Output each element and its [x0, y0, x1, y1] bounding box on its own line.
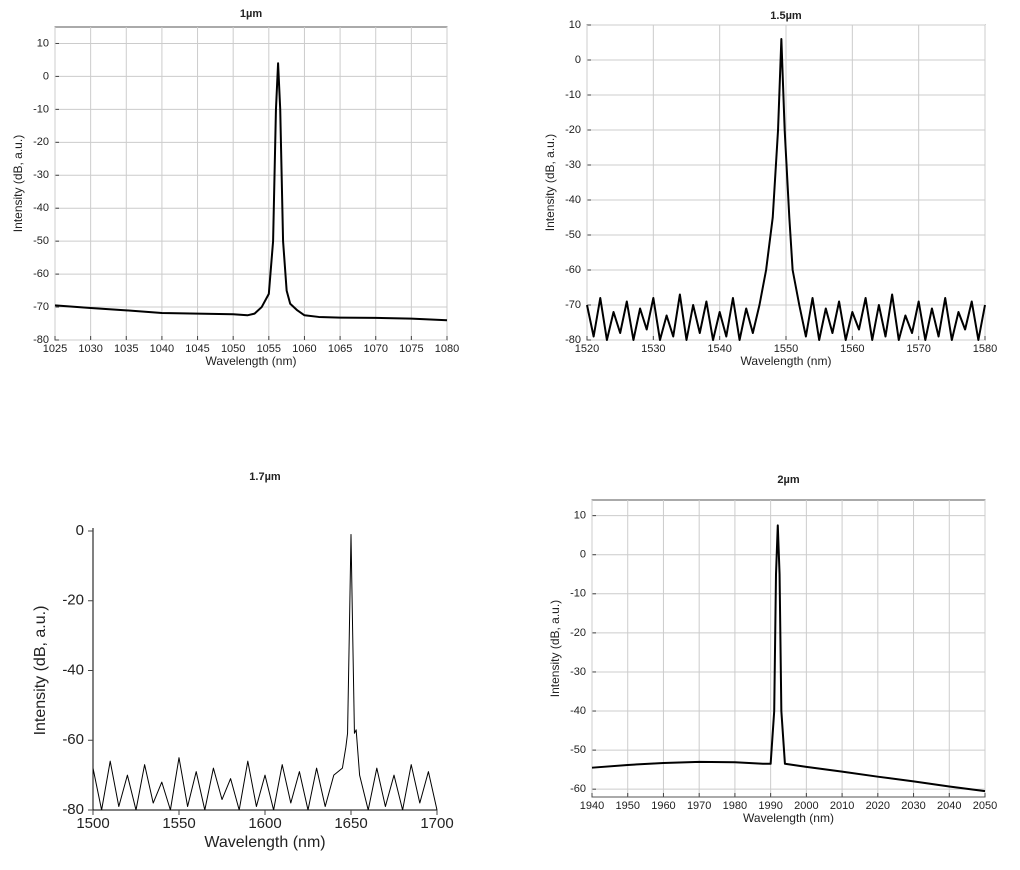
- spectrum-line: [92, 533, 438, 811]
- y-tick-label: -10: [565, 89, 581, 101]
- x-tick-label: 1580: [973, 343, 997, 355]
- x-tick-label: 1550: [162, 815, 195, 832]
- y-tick-label: -20: [565, 124, 581, 136]
- x-axis-label: Wavelength (nm): [204, 834, 325, 851]
- y-tick-label: -50: [565, 229, 581, 241]
- plot-frame: [591, 499, 986, 798]
- x-tick-label: 1530: [641, 343, 665, 355]
- y-tick-label: 10: [37, 37, 49, 49]
- x-tick-label: 2030: [901, 800, 925, 812]
- x-tick-label: 1080: [435, 343, 459, 355]
- x-tick-label: 1030: [78, 343, 102, 355]
- x-tick-label: 1700: [420, 815, 453, 832]
- x-tick-label: 1970: [687, 800, 711, 812]
- x-tick-label: 1070: [363, 343, 387, 355]
- y-tick-label: 0: [43, 70, 49, 82]
- x-tick-label: 2010: [830, 800, 854, 812]
- x-tick-label: 1980: [723, 800, 747, 812]
- spectrum-line: [586, 38, 986, 341]
- y-tick-label: -40: [565, 194, 581, 206]
- x-tick-label: 1065: [328, 343, 352, 355]
- x-tick-label: 2040: [937, 800, 961, 812]
- y-tick-label: 0: [575, 54, 581, 66]
- y-tick-label: -40: [33, 202, 49, 214]
- y-tick-label: -80: [62, 801, 84, 818]
- plot-frame: [54, 26, 448, 341]
- x-tick-label: 1040: [150, 343, 174, 355]
- x-tick-label: 1050: [221, 343, 245, 355]
- y-tick-label: -60: [570, 783, 586, 795]
- x-tick-label: 1950: [615, 800, 639, 812]
- x-tick-label: 1500: [76, 815, 109, 832]
- y-tick-label: -40: [570, 705, 586, 717]
- x-tick-label: 1600: [248, 815, 281, 832]
- x-tick-label: 1060: [292, 343, 316, 355]
- chart-title: 2µm: [777, 474, 799, 486]
- y-tick-label: 10: [569, 19, 581, 31]
- y-tick-label: -50: [570, 744, 586, 756]
- y-tick-label: -10: [570, 588, 586, 600]
- y-tick-label: -60: [62, 731, 84, 748]
- y-axis-label: Intensity (dB, a.u.): [11, 135, 25, 232]
- y-tick-label: -60: [33, 268, 49, 280]
- x-tick-label: 2000: [794, 800, 818, 812]
- y-tick-label: 0: [580, 549, 586, 561]
- y-tick-label: -70: [33, 301, 49, 313]
- y-tick-label: -20: [570, 627, 586, 639]
- x-tick-label: 1990: [758, 800, 782, 812]
- y-tick-label: -30: [33, 169, 49, 181]
- y-tick-label: -20: [33, 136, 49, 148]
- x-tick-label: 2020: [866, 800, 890, 812]
- x-tick-label: 1055: [257, 343, 281, 355]
- y-axis-label: Intensity (dB, a.u.): [548, 600, 562, 697]
- y-tick-label: -30: [565, 159, 581, 171]
- x-tick-label: 1025: [43, 343, 67, 355]
- x-tick-label: 1960: [651, 800, 675, 812]
- x-tick-label: 1570: [906, 343, 930, 355]
- x-tick-label: 1045: [185, 343, 209, 355]
- y-tick-label: -10: [33, 103, 49, 115]
- x-tick-label: 1520: [575, 343, 599, 355]
- x-tick-label: 1540: [707, 343, 731, 355]
- x-tick-label: 1075: [399, 343, 423, 355]
- x-tick-label: 1650: [334, 815, 367, 832]
- chart-title: 1.7µm: [249, 471, 281, 483]
- x-axis-label: Wavelength (nm): [741, 354, 832, 368]
- chart-title: 1µm: [240, 8, 262, 20]
- y-tick-label: -30: [570, 666, 586, 678]
- spectrum-line: [54, 62, 448, 322]
- y-tick-label: -20: [62, 592, 84, 609]
- y-tick-label: -80: [565, 334, 581, 346]
- y-tick-label: 10: [574, 510, 586, 522]
- y-tick-label: -80: [33, 334, 49, 346]
- x-axis-label: Wavelength (nm): [206, 354, 297, 368]
- y-tick-label: -70: [565, 299, 581, 311]
- chart-title: 1.5µm: [770, 10, 802, 22]
- x-tick-label: 2050: [973, 800, 997, 812]
- x-tick-label: 1550: [774, 343, 798, 355]
- y-axis-label: Intensity (dB, a.u.): [543, 134, 557, 231]
- x-axis-label: Wavelength (nm): [743, 811, 834, 825]
- y-tick-label: -60: [565, 264, 581, 276]
- y-tick-label: 0: [76, 522, 84, 539]
- x-tick-label: 1035: [114, 343, 138, 355]
- y-tick-label: -40: [62, 661, 84, 678]
- y-axis-label: Intensity (dB, a.u.): [32, 606, 49, 736]
- spectrum-line: [591, 524, 986, 793]
- x-tick-label: 1940: [580, 800, 604, 812]
- y-tick-label: -50: [33, 235, 49, 247]
- x-tick-label: 1560: [840, 343, 864, 355]
